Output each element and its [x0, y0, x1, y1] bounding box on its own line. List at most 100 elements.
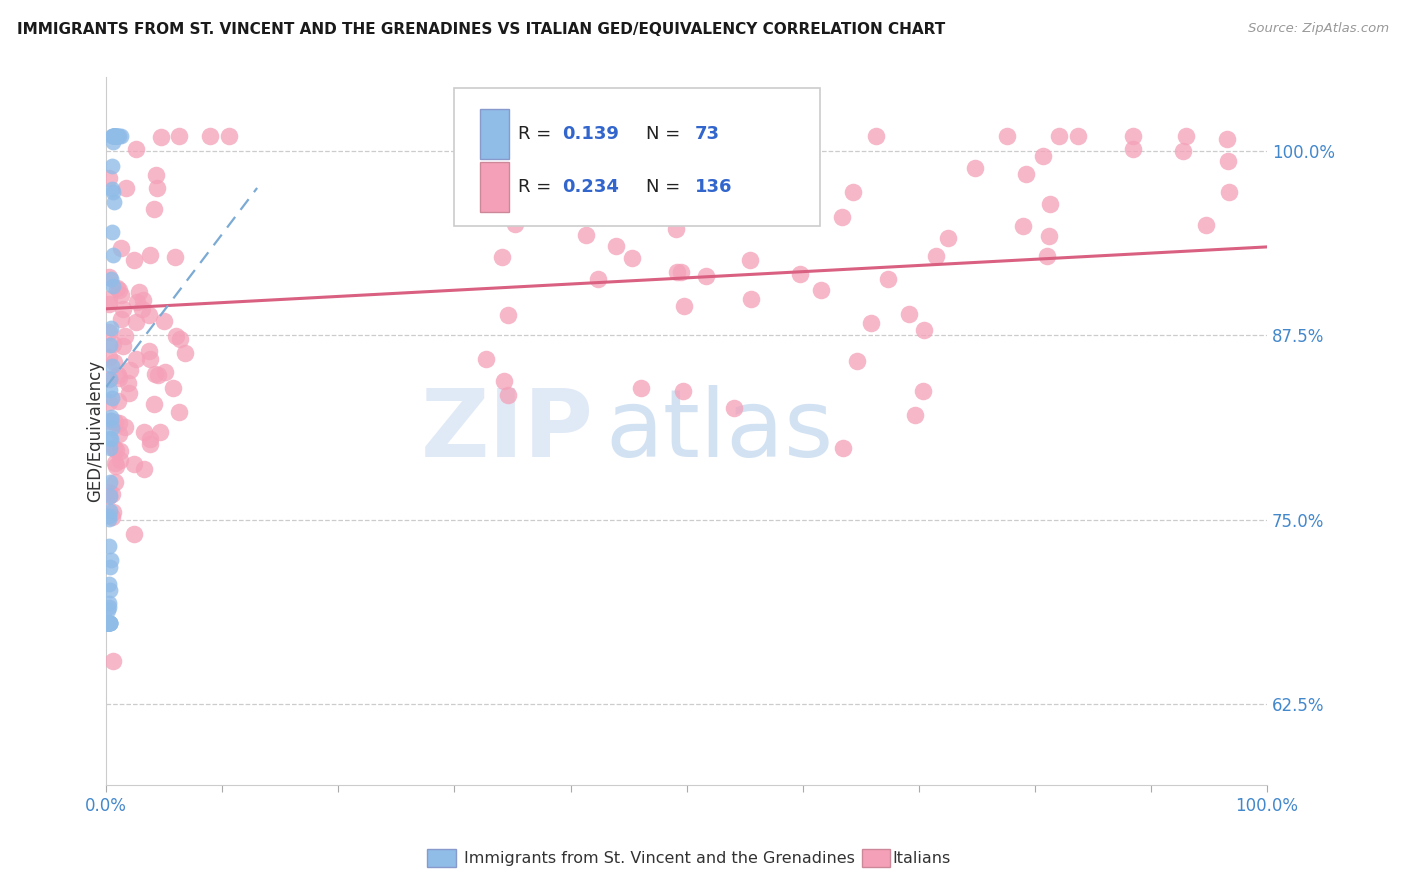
Point — [575, 228, 598, 243]
Point — [111, 339, 134, 353]
Point — [98, 615, 121, 630]
Point — [103, 129, 125, 144]
Point — [98, 583, 121, 598]
Point — [104, 129, 127, 144]
Point — [125, 294, 148, 309]
Point — [103, 355, 125, 369]
Point — [96, 615, 118, 630]
Point — [107, 129, 129, 144]
Point — [831, 210, 853, 224]
Point — [100, 413, 122, 427]
Point — [846, 354, 869, 368]
Point — [97, 292, 120, 306]
Text: N =: N = — [645, 125, 686, 143]
Point — [673, 299, 696, 313]
Point — [101, 182, 124, 196]
Point — [841, 185, 863, 199]
Text: ZIP: ZIP — [420, 385, 593, 477]
Point — [104, 129, 127, 144]
Point — [101, 185, 124, 199]
Point — [110, 129, 132, 144]
Point — [810, 284, 832, 298]
Point — [103, 129, 125, 144]
Point — [143, 202, 166, 216]
Point — [98, 615, 121, 630]
Point — [789, 267, 811, 281]
Point — [101, 336, 124, 351]
Point — [124, 315, 146, 329]
Point — [149, 425, 172, 439]
Point — [98, 489, 121, 503]
Point — [101, 129, 124, 144]
Point — [100, 372, 122, 386]
Point — [110, 453, 132, 467]
Point — [100, 433, 122, 447]
Point — [740, 292, 762, 306]
Point — [1218, 185, 1240, 199]
Point — [103, 129, 125, 144]
Point — [1036, 249, 1059, 263]
Point — [100, 321, 122, 335]
Point — [865, 129, 887, 144]
Point — [832, 441, 855, 455]
Point — [1015, 167, 1038, 181]
Point — [138, 248, 160, 262]
Point — [605, 239, 627, 253]
Point — [98, 475, 121, 489]
Point — [103, 194, 125, 209]
Point — [96, 615, 118, 630]
Text: Immigrants from St. Vincent and the Grenadines: Immigrants from St. Vincent and the Gren… — [464, 851, 855, 865]
Point — [98, 539, 121, 553]
Point — [772, 198, 794, 212]
Text: 136: 136 — [695, 178, 733, 196]
Point — [108, 427, 131, 442]
Point — [115, 180, 138, 194]
Point — [97, 615, 120, 630]
Point — [110, 241, 132, 255]
Point — [117, 376, 139, 391]
Point — [101, 129, 124, 144]
Point — [198, 129, 221, 144]
Point — [125, 142, 148, 156]
Point — [100, 553, 122, 567]
Text: 0.234: 0.234 — [562, 178, 619, 196]
Point — [145, 168, 167, 182]
Point — [1173, 145, 1195, 159]
Point — [104, 129, 127, 144]
Point — [96, 615, 118, 630]
Text: 0.139: 0.139 — [562, 125, 619, 143]
Point — [1175, 129, 1198, 144]
Point — [128, 285, 150, 299]
Point — [165, 329, 187, 343]
Point — [1066, 129, 1088, 144]
Point — [963, 161, 986, 176]
Point — [630, 381, 652, 395]
Point — [96, 615, 118, 630]
Point — [122, 457, 145, 471]
Point — [104, 456, 127, 470]
Point — [859, 316, 882, 330]
Point — [97, 603, 120, 617]
Point — [153, 314, 176, 328]
Point — [131, 302, 153, 317]
Point — [218, 129, 240, 144]
Point — [96, 615, 118, 630]
Point — [98, 615, 121, 630]
Point — [738, 253, 761, 268]
Point — [101, 421, 124, 435]
Text: atlas: atlas — [606, 385, 834, 477]
Point — [669, 265, 692, 279]
Point — [101, 159, 124, 173]
Point — [1039, 197, 1062, 211]
Point — [100, 504, 122, 518]
Point — [912, 323, 935, 337]
Point — [107, 283, 129, 297]
Point — [96, 615, 118, 630]
Point — [146, 368, 169, 383]
Point — [621, 251, 644, 265]
Point — [108, 443, 131, 458]
Point — [165, 250, 187, 264]
Point — [904, 408, 927, 422]
Point — [110, 312, 132, 326]
Point — [97, 615, 120, 630]
